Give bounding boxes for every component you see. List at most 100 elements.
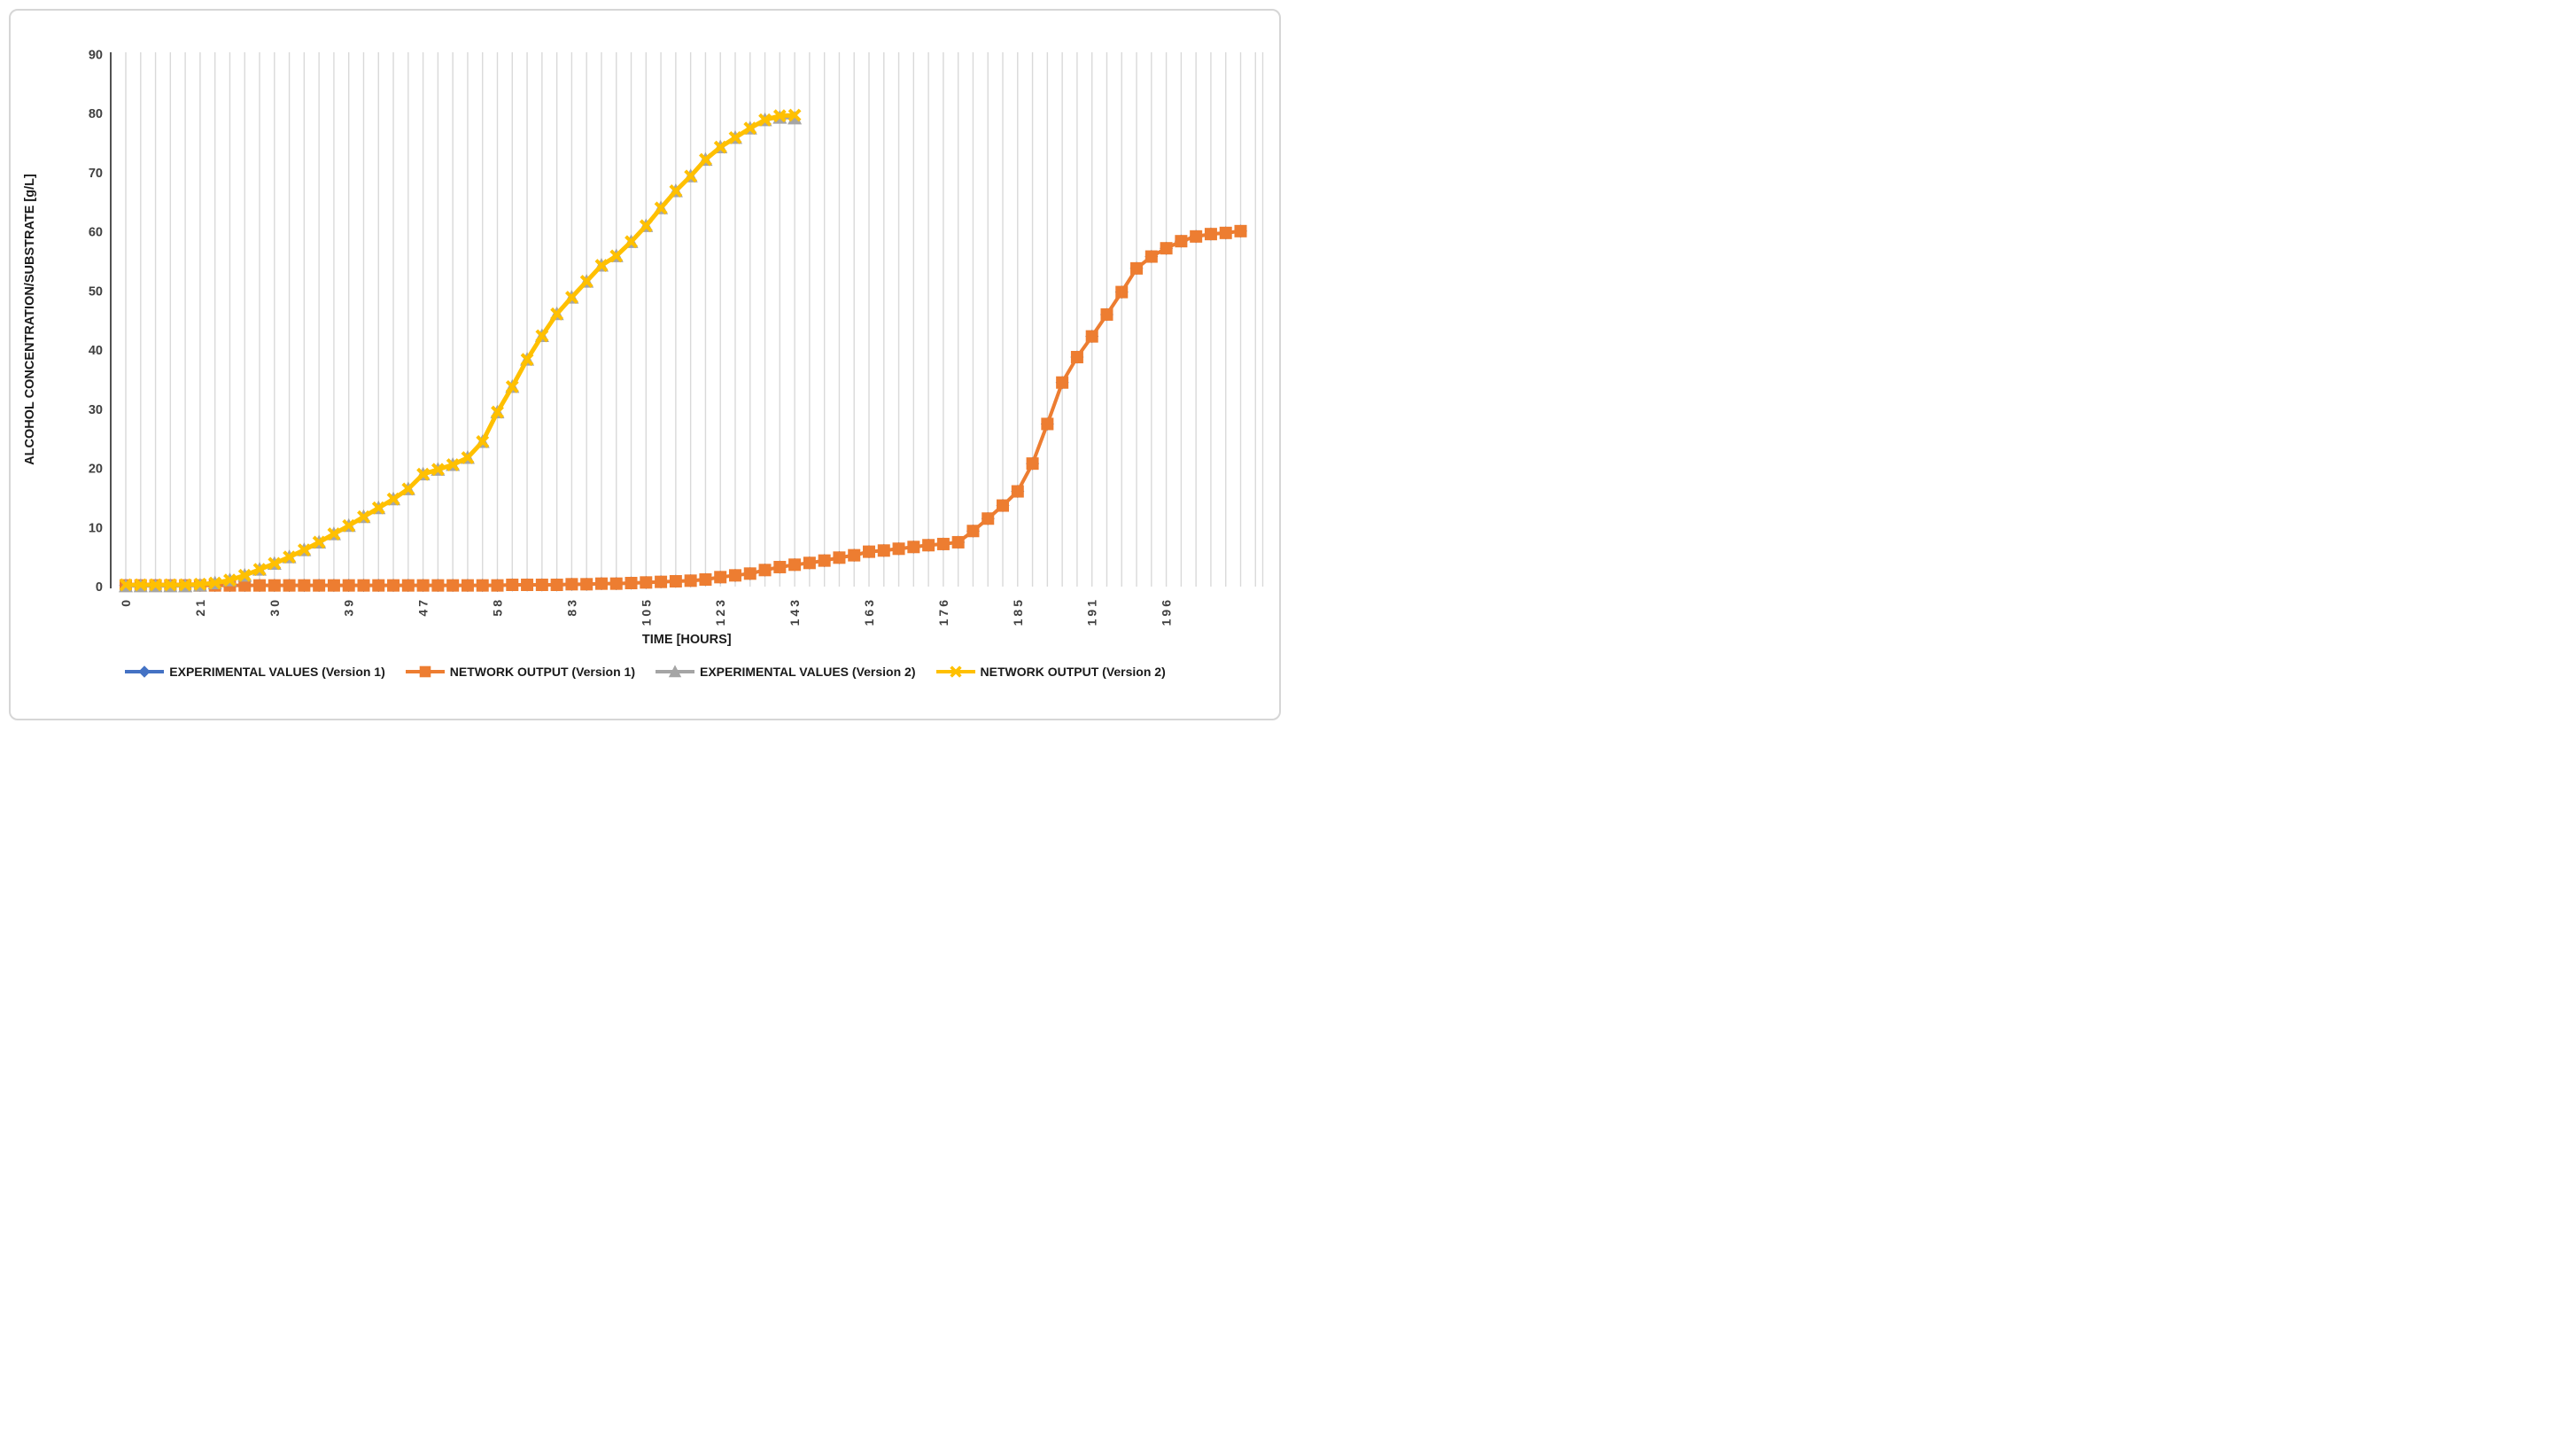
x-tick-label: 176 [936,597,950,626]
marker-x [743,121,757,136]
legend-marker-x-icon [935,665,975,678]
marker-x [728,130,742,144]
marker-x-stroke [119,578,133,592]
marker-x [949,665,962,678]
marker-square [550,578,563,591]
marker-square [788,558,802,572]
marker-x [208,576,222,590]
marker-square [476,579,489,592]
marker-square [625,576,638,589]
marker-x [491,405,504,419]
x-tick-label: 105 [639,597,653,626]
marker-square [535,578,548,591]
marker-x-stroke [550,307,564,321]
marker-x-stroke [669,184,683,198]
marker-x-stroke [564,291,578,305]
marker-x-stroke [163,578,177,592]
marker-x [357,510,370,524]
marker-x-stroke [401,482,415,496]
marker-x-stroke [208,576,222,590]
legend-marker-square-icon [405,665,445,678]
marker-x-stroke [252,563,267,577]
marker-square [877,544,890,557]
x-tick-label: 185 [1011,597,1025,626]
legend-marker-diamond-icon [125,665,165,678]
marker-x [149,578,162,592]
y-tick-label: 20 [89,463,103,477]
marker-x-stroke [476,435,490,448]
marker-square [1219,226,1232,239]
marker-square [1130,261,1144,275]
legend-label: EXPERIMENTAL VALUES (Version 1) [169,665,385,679]
series-line-experimental-values-version-2- [126,115,795,588]
marker-square [758,564,772,577]
marker-square [372,579,385,592]
marker-square [1204,228,1217,241]
marker-x-stroke [446,458,460,471]
x-tick-label: 30 [268,597,282,617]
x-tick-label: 0 [119,597,133,607]
marker-x [699,152,712,167]
marker-square [342,579,355,592]
legend-label: EXPERIMENTAL VALUES (Version 2) [700,665,916,679]
marker-square [1190,230,1203,243]
marker-x-stroke [178,578,192,592]
marker-x [386,492,400,506]
marker-square [446,579,460,592]
marker-square [892,542,905,556]
marker-square [833,551,846,564]
marker-square [1144,250,1158,263]
marker-square [387,579,400,592]
marker-square [1011,485,1024,498]
marker-x-stroke [461,451,475,464]
legend-label: NETWORK OUTPUT (Version 2) [980,665,1166,679]
marker-x-stroke [713,140,727,154]
marker-x-stroke [639,219,653,233]
marker-square [565,578,578,591]
marker-square [1041,417,1054,431]
marker-x [564,291,578,305]
x-tick-label: 163 [862,597,876,626]
marker-x-stroke [327,527,341,541]
series-line-network-output-version-1- [126,229,1241,587]
marker-square [803,556,816,570]
x-tick-label: 83 [564,597,578,617]
marker-square [1085,330,1098,343]
marker-square [253,579,267,592]
marker-x [520,353,534,367]
marker-square [951,535,965,549]
marker-square [640,576,653,589]
marker-x [550,307,564,321]
marker-square [818,554,831,567]
marker-square [966,525,980,538]
marker-square [506,578,519,591]
marker-x [268,556,282,571]
x-tick-label: 21 [193,597,207,617]
marker-x [283,550,296,564]
marker-square [1115,285,1129,299]
marker-square [655,575,668,588]
y-tick-label: 10 [89,521,103,535]
marker-x [193,577,207,591]
marker-x [609,249,624,263]
marker-x-stroke [297,543,311,557]
marker-square [714,571,727,584]
marker-x [163,578,177,592]
x-tick-label: 196 [1160,597,1174,626]
chart-canvas: 0 10 20 30 40 50 60 70 80 90 0 21 30 39 47 58 83 105 123 14… [23,48,1264,647]
marker-x [297,543,311,557]
y-tick-label: 50 [89,284,103,299]
marker-square [863,545,875,558]
marker-x [371,501,385,515]
marker-x-stroke [342,518,356,533]
y-tick-label: 40 [89,344,103,358]
y-tick-label: 80 [89,107,103,121]
marker-x-stroke [625,235,638,249]
marker-x-stroke [520,353,534,367]
marker-square [419,665,431,678]
chart-area: 0 10 20 30 40 50 60 70 80 90 0 21 30 39 47 58 83 105 123 14… [11,11,1279,719]
marker-x-stroke [416,467,431,481]
marker-square [313,579,326,592]
x-tick-label: 123 [713,597,727,626]
marker-x [625,235,638,249]
